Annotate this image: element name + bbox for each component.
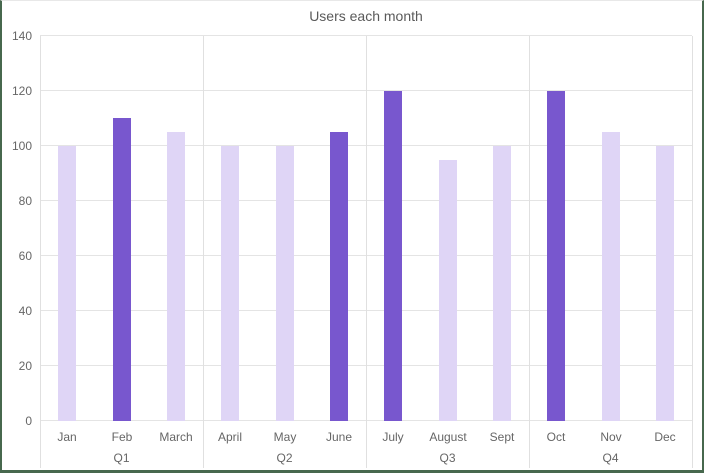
bar-jan[interactable]	[58, 146, 76, 421]
bar-oct[interactable]	[547, 91, 565, 421]
y-axis-tick-label: 40	[18, 304, 32, 318]
group-label-q2: Q2	[276, 451, 293, 465]
quarter-separator-2	[366, 36, 367, 468]
bar-march[interactable]	[167, 132, 185, 421]
y-axis-tick-label: 140	[11, 29, 32, 43]
y-axis-tick-label: 120	[11, 84, 32, 98]
gridline-y140	[40, 35, 692, 36]
y-axis-tick-label: 60	[18, 249, 32, 263]
bar-feb[interactable]	[113, 118, 131, 421]
plot-right-border	[692, 36, 693, 468]
bar-sept[interactable]	[493, 146, 511, 421]
x-axis-label-sept: Sept	[489, 430, 515, 444]
x-axis-label-feb: Feb	[111, 430, 133, 444]
chart-title: Users each month	[309, 8, 423, 24]
group-label-q3: Q3	[439, 451, 456, 465]
x-axis-label-dec: Dec	[654, 430, 676, 444]
bar-nov[interactable]	[602, 132, 620, 421]
x-axis-label-may: May	[273, 430, 297, 444]
y-axis-tick-label: 100	[11, 139, 32, 153]
x-axis-label-june: June	[325, 430, 353, 444]
bar-may[interactable]	[276, 146, 294, 421]
bar-april[interactable]	[221, 146, 239, 421]
y-axis-tick-label: 80	[18, 194, 32, 208]
y-axis-tick-label: 20	[18, 359, 32, 373]
bar-june[interactable]	[330, 132, 348, 421]
bar-august[interactable]	[439, 160, 457, 421]
x-axis-label-nov: Nov	[600, 430, 622, 444]
x-axis-label-march: March	[159, 430, 193, 444]
group-label-q4: Q4	[602, 451, 619, 465]
group-label-q1: Q1	[113, 451, 130, 465]
bar-july[interactable]	[384, 91, 402, 421]
plot-left-border	[40, 36, 41, 468]
x-axis-label-april: April	[217, 430, 242, 444]
bar-dec[interactable]	[656, 146, 674, 421]
quarter-separator-1	[203, 36, 204, 468]
y-axis-tick-label: 0	[25, 414, 32, 428]
quarter-separator-3	[529, 36, 530, 468]
x-axis-label-july: July	[382, 430, 404, 444]
x-axis-label-oct: Oct	[546, 430, 566, 444]
x-axis-label-august: August	[429, 430, 467, 444]
x-axis-label-jan: Jan	[57, 430, 77, 444]
